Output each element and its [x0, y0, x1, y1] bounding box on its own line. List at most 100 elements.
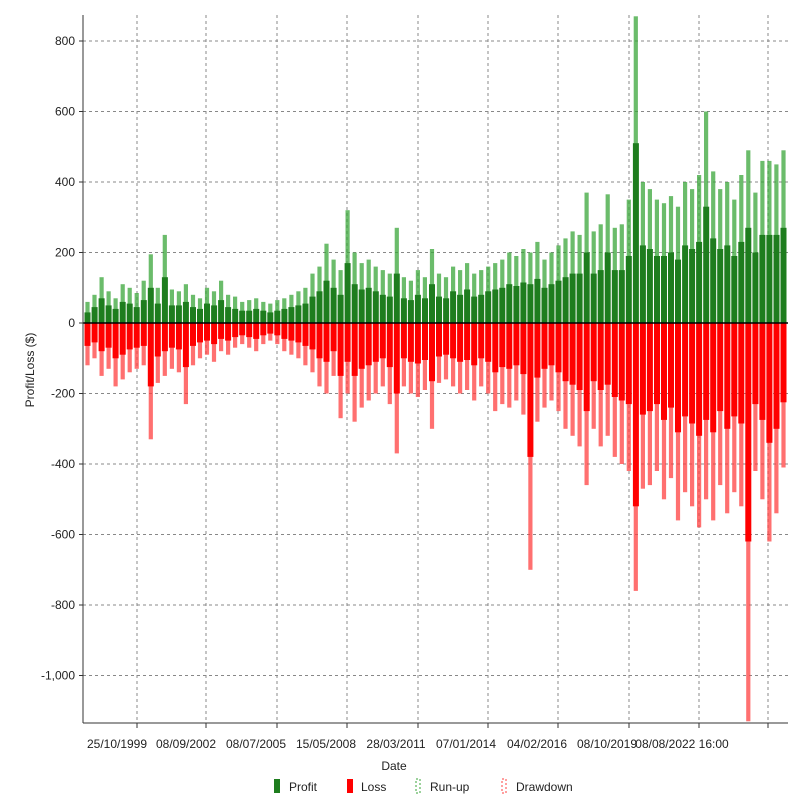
profit-bar [344, 263, 351, 323]
profit-bar [724, 245, 731, 323]
y-tick-label: -600 [51, 528, 75, 542]
profit-bar [646, 249, 653, 323]
profit-bar [316, 291, 323, 323]
profit-bar [98, 298, 105, 323]
profit-bar [534, 278, 541, 323]
profit-bar [661, 256, 667, 323]
profit-bar [91, 307, 98, 323]
profit-bar [590, 273, 597, 323]
loss-bar [485, 323, 492, 362]
legend-item-runup[interactable]: Run-up [415, 778, 470, 794]
loss-bar [91, 323, 98, 343]
profit-bar [710, 238, 717, 323]
x-tick-label: 08/09/2002 [156, 737, 216, 751]
profit-bar [703, 206, 710, 323]
profit-bar [682, 245, 689, 323]
loss-bar [780, 323, 787, 403]
profit-bar [604, 252, 611, 323]
profit-bar [119, 301, 126, 323]
loss-bar [457, 323, 464, 362]
loss-bar [731, 323, 738, 417]
profit-bar [478, 294, 485, 323]
loss-bar [668, 323, 674, 408]
profit-bar [492, 289, 499, 323]
x-tick-label: 04/02/2016 [507, 737, 567, 751]
loss-bar [316, 323, 323, 359]
profit-bar [562, 277, 569, 323]
profit-bar [161, 277, 168, 323]
profit-bar [330, 287, 337, 324]
x-tick-label: 28/03/2011 [366, 737, 425, 751]
loss-bar [513, 323, 520, 366]
loss-bar [527, 323, 534, 457]
profit-bar [548, 284, 555, 323]
loss-bar [414, 323, 421, 364]
profit-bar [140, 300, 147, 323]
profit-bar [422, 298, 428, 323]
loss-bar [710, 323, 717, 433]
profit-bar [232, 308, 239, 323]
profit-bar [204, 303, 210, 323]
x-tick-label: 08/10/2019 [577, 737, 637, 751]
legend: Profit Loss Run-up Drawdown [274, 778, 573, 794]
loss-bar [330, 323, 337, 352]
loss-bar [422, 323, 428, 360]
loss-bar [597, 323, 604, 390]
loss-bar [429, 323, 435, 382]
loss-bar [393, 323, 400, 394]
legend-label-runup: Run-up [430, 780, 470, 794]
profit-bar [499, 287, 506, 324]
profit-bar [386, 296, 393, 323]
profit-bar [337, 294, 344, 323]
loss-bar [752, 323, 759, 405]
profit-bar [738, 241, 745, 323]
loss-bar [436, 323, 442, 357]
loss-bar [197, 323, 203, 343]
loss-bar [464, 323, 471, 360]
x-tick-label: 25/10/1999 [87, 737, 147, 751]
profit-bar [696, 241, 703, 323]
x-tick-label: 15/05/2008 [296, 737, 356, 751]
loss-swatch [347, 779, 353, 793]
profit-bar [323, 280, 330, 323]
loss-bar [703, 323, 710, 420]
legend-item-loss[interactable]: Loss [347, 779, 386, 794]
legend-item-drawdown[interactable]: Drawdown [501, 778, 573, 794]
profit-bar [147, 287, 154, 324]
y-tick-label: -1,000 [41, 669, 75, 683]
profit-bar [414, 294, 421, 323]
loss-bar [253, 323, 260, 339]
profit-bar [372, 291, 379, 323]
loss-bar [204, 323, 210, 341]
profit-bar [625, 256, 632, 323]
loss-bar [400, 323, 407, 359]
profit-bar [654, 256, 660, 323]
loss-bar [675, 323, 681, 433]
loss-bar [506, 323, 513, 369]
loss-bar [625, 323, 632, 405]
loss-bar [112, 323, 119, 359]
y-tick-labels: 800 600 400 200 0 -200 -400 -600 -800 -1,000 [41, 34, 83, 683]
loss-bar [576, 323, 583, 390]
loss-bar [443, 323, 450, 355]
profit-bar [253, 308, 260, 323]
loss-bar [267, 323, 274, 334]
loss-bar [225, 323, 232, 341]
loss-bar [611, 323, 618, 397]
profit-bar [745, 227, 752, 323]
legend-item-profit[interactable]: Profit [274, 779, 318, 794]
loss-bar [175, 323, 182, 350]
profit-bar [717, 249, 724, 323]
loss-bar [499, 323, 506, 368]
profit-bar [126, 303, 133, 323]
profit-bar [759, 234, 766, 323]
loss-bar [274, 323, 281, 336]
profit-bar [731, 256, 738, 323]
profit-bar [182, 301, 189, 323]
y-tick-label: 600 [55, 105, 75, 119]
y-tick-label: -400 [51, 457, 75, 471]
loss-bar [583, 323, 590, 412]
profit-bar [295, 305, 302, 323]
bars [84, 16, 787, 722]
loss-bar [696, 323, 703, 436]
